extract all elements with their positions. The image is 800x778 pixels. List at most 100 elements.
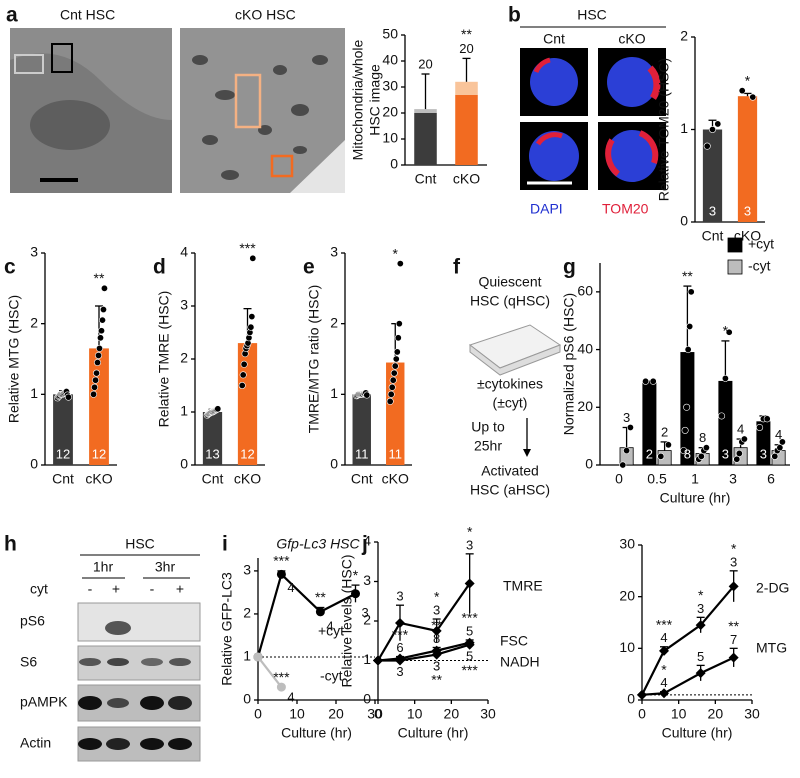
y-tick-label: 1 bbox=[30, 385, 38, 401]
data-point bbox=[657, 452, 665, 460]
data-point bbox=[100, 284, 108, 292]
y-axis-label: TMRE/MTG ratio (HSC) bbox=[306, 285, 322, 434]
fluorescence-images bbox=[520, 48, 666, 190]
data-point bbox=[92, 376, 100, 384]
x-axis-label: Culture (hr) bbox=[662, 725, 733, 741]
diagram-text: Up to bbox=[471, 419, 505, 435]
protein-label: Actin bbox=[20, 735, 51, 751]
significance: ** bbox=[728, 618, 739, 634]
y-tick-label: 0 bbox=[627, 691, 635, 707]
data-point bbox=[391, 362, 399, 370]
significance: * bbox=[393, 245, 399, 261]
data-point bbox=[97, 327, 105, 335]
bar bbox=[53, 394, 73, 465]
data-point bbox=[642, 377, 650, 385]
significance: ** bbox=[94, 270, 105, 286]
data-point bbox=[738, 87, 746, 95]
data-point bbox=[721, 374, 729, 382]
x-tick-label: 20 bbox=[328, 706, 344, 722]
n-label: 2 bbox=[661, 424, 668, 439]
x-tick-label: cKO bbox=[453, 171, 480, 187]
panel-letter: a bbox=[6, 4, 18, 27]
data-point bbox=[238, 381, 246, 389]
em-texture bbox=[30, 100, 110, 150]
panel-letter: j bbox=[361, 533, 368, 556]
legend-label: -cyt bbox=[748, 258, 771, 274]
y-tick-label: 1 bbox=[680, 120, 688, 136]
n-label: 4 bbox=[775, 427, 782, 442]
data-point bbox=[728, 581, 739, 592]
x-tick-label: Cnt bbox=[702, 228, 724, 244]
y-tick-label: 2 bbox=[363, 612, 371, 628]
n-label: 3 bbox=[433, 658, 440, 673]
n-label: 20 bbox=[418, 56, 432, 71]
significance: * bbox=[467, 524, 473, 540]
series-label: 2-DG bbox=[756, 580, 789, 596]
diagram-text: 25hr bbox=[474, 438, 502, 454]
diagram-text: Activated bbox=[481, 463, 539, 479]
data-point bbox=[96, 334, 104, 342]
data-point bbox=[315, 607, 325, 617]
data-point bbox=[253, 652, 263, 662]
x-tick-label: 6 bbox=[767, 471, 775, 487]
y-tick-label: 50 bbox=[382, 26, 398, 42]
n-label: 3 bbox=[396, 589, 403, 604]
x-tick-label: cKO bbox=[85, 471, 112, 487]
significance: ** bbox=[682, 268, 693, 284]
data-point bbox=[637, 689, 647, 700]
data-point bbox=[431, 649, 442, 660]
x-tick-label: 3 bbox=[729, 471, 737, 487]
series-line bbox=[641, 585, 735, 696]
data-point bbox=[395, 655, 405, 666]
series-line bbox=[378, 643, 470, 662]
treatment-label: - bbox=[88, 581, 93, 597]
data-point bbox=[395, 320, 403, 328]
y-tick-label: 0 bbox=[30, 456, 38, 472]
data-point bbox=[749, 93, 757, 101]
y-tick-label: 10 bbox=[619, 639, 635, 655]
data-point bbox=[718, 412, 726, 420]
significance: ** bbox=[315, 589, 326, 605]
highlight-box bbox=[51, 43, 73, 73]
row-label: cyt bbox=[30, 581, 48, 597]
data-point bbox=[659, 688, 669, 699]
y-tick-label: 3 bbox=[30, 244, 38, 260]
y-axis-label: Relative GFP-LC3 bbox=[219, 572, 235, 686]
series-line bbox=[377, 641, 470, 662]
significance: *** bbox=[461, 610, 478, 626]
n-label: 3 bbox=[722, 446, 729, 461]
significance: *** bbox=[273, 553, 290, 569]
y-tick-label: 0 bbox=[680, 213, 688, 229]
series-label: MTG bbox=[756, 640, 787, 656]
y-axis-label: Relative TOM20 (HSC) bbox=[656, 58, 672, 201]
data-point bbox=[389, 376, 397, 384]
data-point bbox=[695, 620, 706, 631]
significance: * bbox=[661, 661, 667, 677]
data-point bbox=[93, 369, 101, 377]
panel-letter: g bbox=[563, 256, 576, 279]
data-point bbox=[664, 441, 672, 449]
significance: * bbox=[434, 589, 440, 605]
data-point bbox=[695, 668, 706, 679]
data-point bbox=[90, 390, 98, 398]
x-tick-label: cKO bbox=[382, 471, 409, 487]
y-axis-label: Mitochondria/whole bbox=[350, 39, 366, 160]
bar bbox=[737, 96, 758, 222]
n-label: 4 bbox=[737, 421, 744, 436]
y-tick-label: 2 bbox=[680, 28, 688, 44]
data-point bbox=[276, 569, 286, 579]
data-point bbox=[95, 344, 103, 352]
image-label: cKO HSC bbox=[235, 7, 296, 23]
x-tick-label: 10 bbox=[671, 706, 687, 722]
column-label: Cnt bbox=[543, 31, 565, 47]
panel-letter: c bbox=[4, 256, 16, 279]
y-axis-label: Normalized pS6 (HSC) bbox=[561, 293, 577, 435]
bar bbox=[414, 113, 437, 165]
data-point bbox=[390, 369, 398, 377]
x-tick-label: 0 bbox=[638, 706, 646, 722]
data-point bbox=[714, 120, 722, 128]
y-axis-label: Relative levels (HSC) bbox=[339, 554, 355, 687]
data-point bbox=[684, 346, 692, 354]
n-label: 8 bbox=[433, 631, 440, 646]
data-point bbox=[659, 645, 669, 656]
